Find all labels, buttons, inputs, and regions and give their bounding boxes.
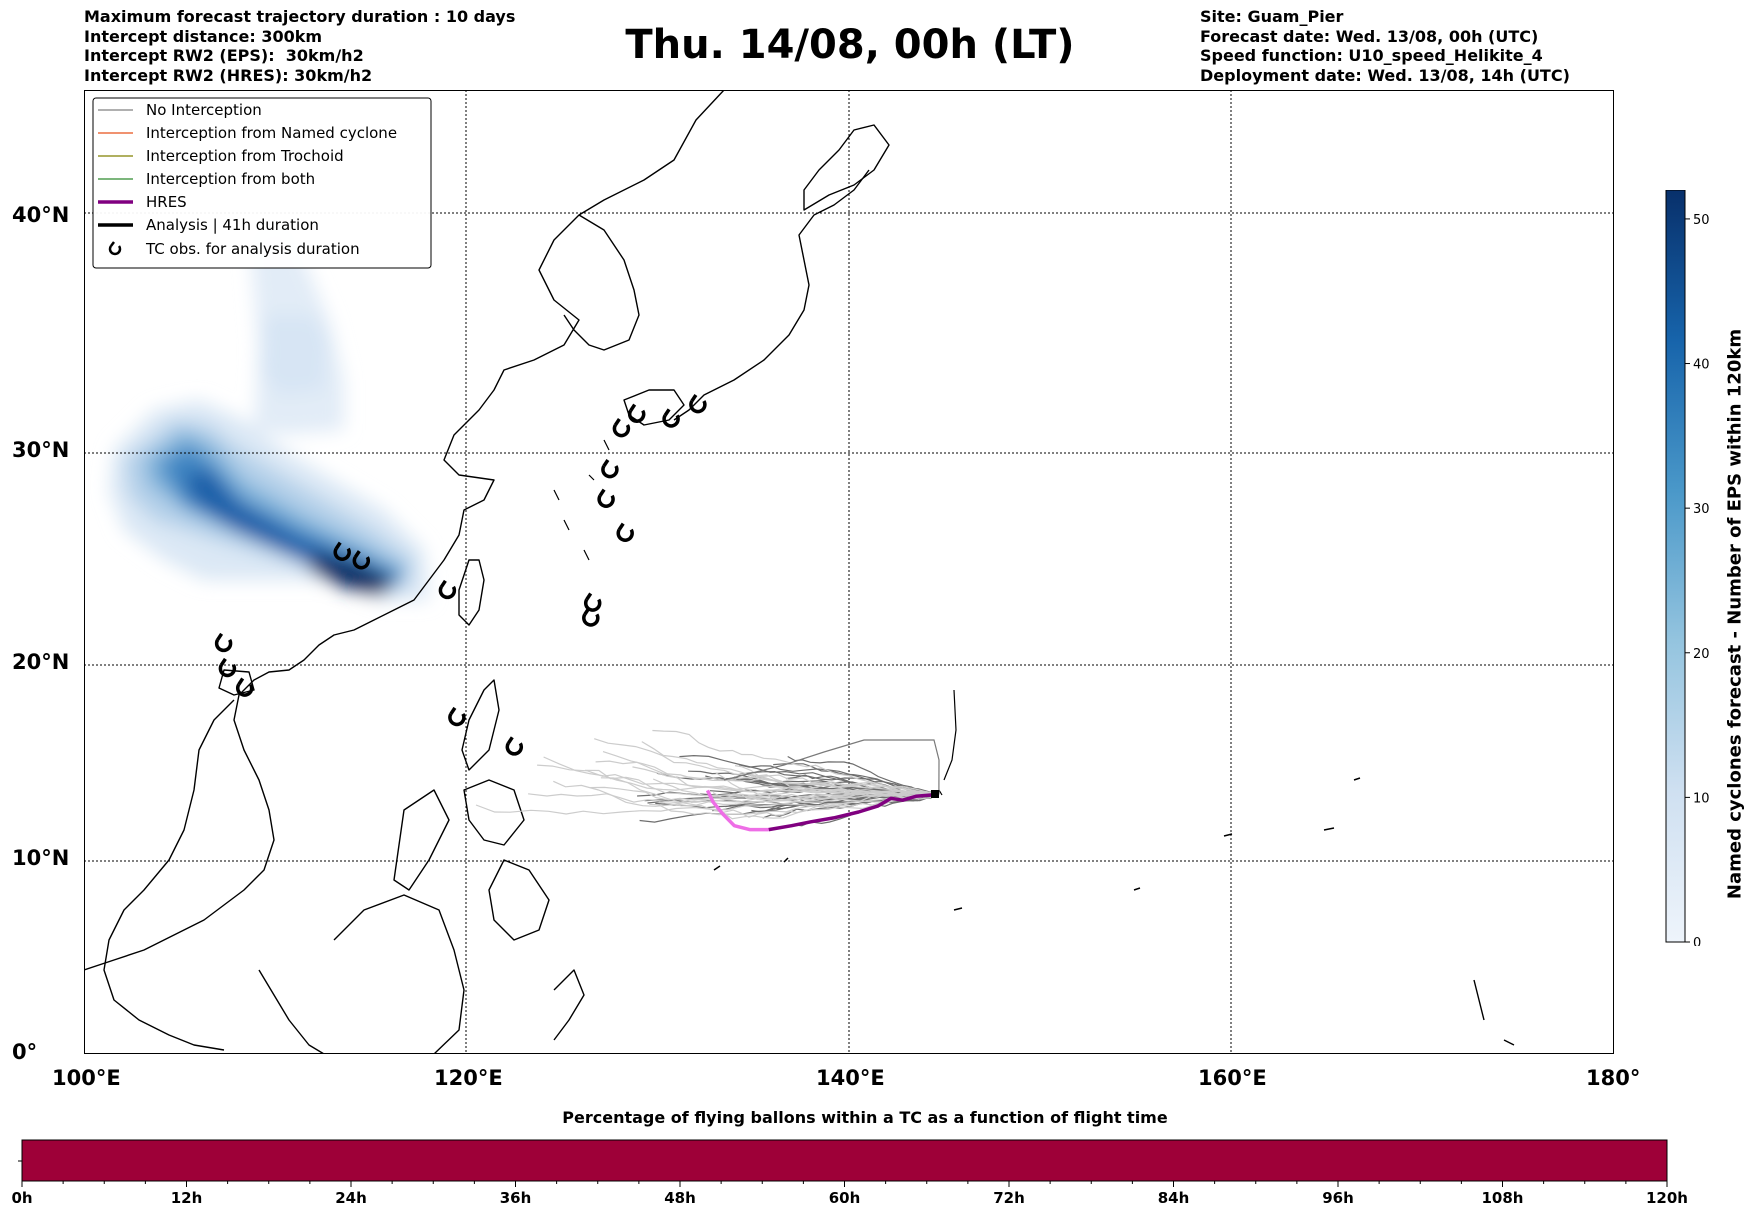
colorbar-tick-label: 50 (1693, 213, 1710, 228)
legend-item-no-interception: No Interception (98, 101, 262, 119)
lon-tick-100: 100°E (52, 1066, 121, 1090)
header-right: Site: Guam_Pier Forecast date: Wed. 13/0… (1200, 7, 1570, 85)
flight-time-tick-label: 72h (993, 1189, 1025, 1205)
lon-tick-120: 120°E (434, 1066, 503, 1090)
header-line-distance: Intercept distance: 300km (84, 26, 323, 46)
legend-item-named-cyclone: Interception from Named cyclone (98, 124, 397, 142)
lat-tick-20: 20°N (12, 650, 70, 674)
legend-item-hres: HRES (98, 193, 187, 211)
svg-text:Analysis | 41h duration: Analysis | 41h duration (146, 216, 319, 234)
tc-observation-icon (662, 408, 680, 428)
tc-observation-icon (601, 459, 619, 479)
trajectory-line (658, 793, 939, 820)
tc-observation-icon (505, 736, 524, 756)
svg-text:TC obs. for analysis duration: TC obs. for analysis duration (145, 240, 360, 258)
colorbar: 0 10 20 30 40 50 (1665, 190, 1710, 946)
tc-observation-icon (689, 394, 707, 414)
tc-observation-icon (218, 657, 237, 678)
trajectory-line (528, 793, 939, 804)
colorbar-tick-label: 40 (1693, 358, 1710, 373)
coastlines (84, 90, 1515, 1054)
bottom-bar-title: Percentage of flying ballons within a TC… (562, 1108, 1168, 1127)
flight-time-tick-label: 48h (664, 1189, 696, 1205)
svg-text:Interception from both: Interception from both (146, 170, 315, 188)
flight-time-tick-label: 24h (335, 1189, 367, 1205)
colorbar-tick-label: 20 (1693, 647, 1710, 662)
legend-item-both: Interception from both (98, 170, 315, 188)
lat-tick-40: 40°N (12, 203, 70, 227)
tc-observation-icon (333, 541, 351, 561)
flight-time-tick-label: 96h (1322, 1189, 1354, 1205)
flight-time-tick-label: 36h (500, 1189, 532, 1205)
tc-observations (214, 394, 707, 756)
trajectory-line (600, 777, 940, 806)
header-left: Maximum forecast trajectory duration : 1… (84, 7, 515, 85)
tc-observation-icon (597, 488, 615, 508)
header-line-rw2-eps: Intercept RW2 (EPS): 30km/h2 (84, 46, 364, 65)
hres-track-late (705, 789, 769, 832)
trajectory-lines (475, 729, 940, 830)
legend-item-tc-obs: TC obs. for analysis duration (108, 240, 360, 258)
tc-observation-icon (627, 403, 646, 423)
colorbar-label: Named cyclones forecast - Number of EPS … (1724, 328, 1746, 900)
flight-time-tick-label: 108h (1482, 1189, 1524, 1205)
tc-observation-icon (583, 592, 602, 612)
trajectory-line (712, 790, 939, 801)
svg-text:Interception from Trochoid: Interception from Trochoid (146, 147, 344, 165)
trajectory-line (584, 769, 939, 797)
tc-observation-icon (214, 632, 233, 653)
deployment-marker (931, 790, 939, 798)
lon-tick-160: 160°E (1198, 1066, 1267, 1090)
svg-text:No Interception: No Interception (146, 101, 262, 119)
colorbar-tick-label: 30 (1693, 502, 1710, 517)
page-title: Thu. 14/08, 00h (LT) (625, 22, 1075, 68)
map-frame (84, 90, 1614, 1054)
flight-time-bar-fill (21, 1139, 1668, 1182)
tc-observation-icon (235, 677, 254, 697)
trajectory-line (641, 741, 939, 796)
lon-tick-180: 180° (1586, 1066, 1641, 1090)
tc-observation-icon (448, 706, 466, 727)
flight-time-tick-label: 60h (829, 1189, 861, 1205)
flight-time-tick-label: 120h (1646, 1189, 1688, 1205)
trajectory-line (773, 763, 939, 796)
tc-symbol-icon (108, 241, 122, 256)
svg-text:Interception from Named cyclon: Interception from Named cyclone (146, 124, 397, 142)
flight-time-bar: 0h 12h 24h 36h 48h 60h 72h 84h 96h 108h 120h (11, 1139, 1688, 1205)
trajectory-line (553, 780, 939, 808)
lat-tick-10: 10°N (12, 846, 70, 870)
trajectory-line (594, 738, 939, 795)
header-line-speed-function: Speed function: U10_speed_Helikite_4 (1200, 46, 1543, 65)
trajectory-line (652, 778, 939, 799)
colorbar-gradient (1665, 190, 1686, 943)
flight-time-tick-label: 12h (171, 1189, 203, 1205)
tc-observation-icon (352, 550, 371, 570)
map-panel[interactable]: No Interception Interception from Named … (84, 90, 1614, 1054)
gridlines (84, 90, 1614, 1054)
tc-observation-icon (616, 522, 634, 542)
legend-item-trochoid: Interception from Trochoid (98, 147, 344, 165)
header-line-duration: Maximum forecast trajectory duration : 1… (84, 7, 516, 26)
colorbar-tick-label: 0 (1693, 936, 1701, 946)
colorbar-tick-label: 10 (1693, 791, 1710, 806)
header-line-rw2-hres: Intercept RW2 (HRES): 30km/h2 (84, 65, 373, 85)
header-line-site: Site: Guam_Pier (1200, 7, 1344, 26)
legend-item-analysis: Analysis | 41h duration (98, 216, 319, 234)
lat-tick-30: 30°N (12, 438, 70, 462)
flight-time-tick-label: 0h (11, 1189, 32, 1205)
header-line-deployment-date: Deployment date: Wed. 13/08, 14h (UTC) (1200, 65, 1570, 85)
tc-observation-icon (438, 579, 457, 600)
trajectory-line (723, 739, 940, 795)
tc-observation-icon (612, 418, 631, 438)
flight-time-tick-label: 84h (1158, 1189, 1190, 1205)
legend: No Interception Interception from Named … (92, 97, 432, 269)
hres-track (768, 792, 940, 832)
svg-text:HRES: HRES (146, 193, 187, 211)
header-line-forecast-date: Forecast date: Wed. 13/08, 00h (UTC) (1200, 26, 1539, 46)
lon-tick-140: 140°E (816, 1066, 885, 1090)
lat-tick-0: 0° (12, 1040, 38, 1064)
